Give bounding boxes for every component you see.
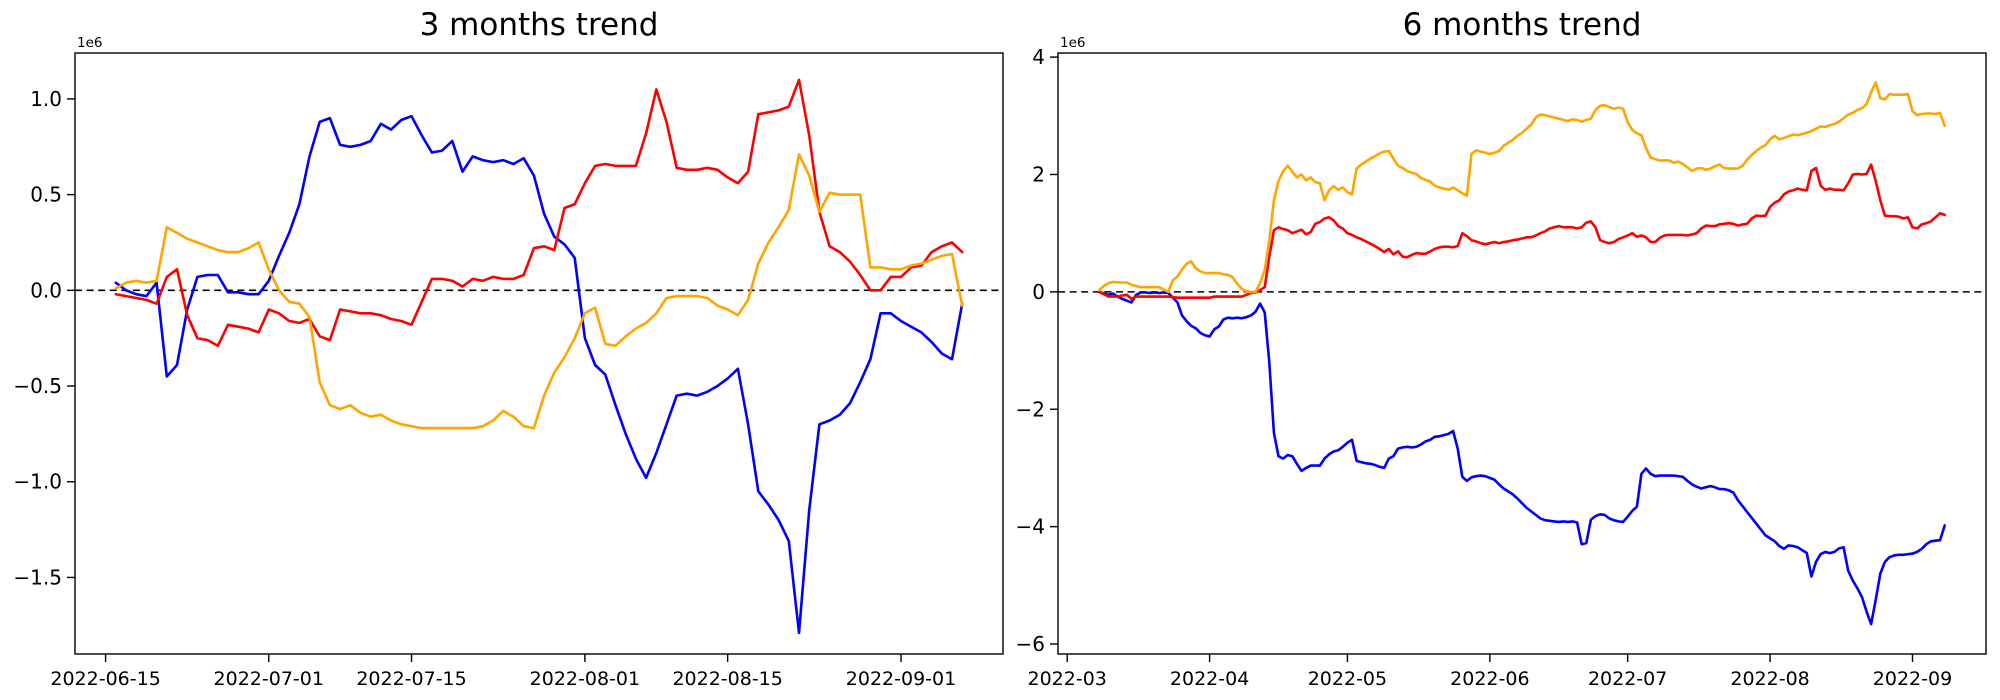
chart-title-6-months: 6 months trend [1402, 7, 1642, 43]
y-tick-label: −2 [1016, 397, 1045, 421]
y-tick-label: 0 [1032, 280, 1045, 304]
series-line-orange [1098, 81, 1946, 294]
x-tick-label: 2022-07 [1588, 668, 1667, 690]
series-line-red [114, 78, 964, 348]
x-tick-label: 2022-09 [1873, 668, 1952, 690]
y-tick-label: 0.0 [30, 278, 62, 302]
x-tick-label: 2022-03 [1027, 668, 1106, 690]
y-tick-label: −1.5 [13, 565, 62, 589]
x-tick-label: 2022-08-15 [672, 668, 782, 690]
x-tick-label: 2022-04 [1170, 668, 1249, 690]
y-tick-label: 0.5 [30, 183, 62, 207]
axes-frame [1057, 52, 1987, 655]
y-tick-label: −1.0 [13, 470, 62, 494]
axes-frame [74, 52, 1004, 655]
x-tick-label: 2022-08 [1730, 668, 1809, 690]
x-tick-label: 2022-05 [1308, 668, 1387, 690]
x-tick-label: 2022-06 [1450, 668, 1529, 690]
y-axis-exponent-label-left: 1e6 [77, 35, 103, 51]
x-tick-label: 2022-07-15 [356, 668, 466, 690]
x-tick-label: 2022-07-01 [214, 668, 324, 690]
y-tick-label: −6 [1016, 632, 1045, 656]
y-tick-label: 2 [1032, 162, 1045, 186]
series-line-red [1098, 163, 1946, 301]
x-tick-label: 2022-08-01 [530, 668, 640, 690]
chart-title-3-months: 3 months trend [419, 7, 659, 43]
y-tick-label: 1.0 [30, 87, 62, 111]
x-tick-label: 2022-06-15 [50, 668, 160, 690]
y-tick-label: −0.5 [13, 374, 62, 398]
series-line-orange [114, 153, 964, 430]
y-tick-label: −4 [1016, 515, 1045, 539]
series-line-blue [1098, 290, 1946, 626]
series-line-blue [114, 114, 964, 635]
x-tick-label: 2022-09-01 [846, 668, 956, 690]
y-tick-label: 4 [1032, 45, 1045, 69]
y-axis-exponent-label-right: 1e6 [1060, 35, 1086, 51]
